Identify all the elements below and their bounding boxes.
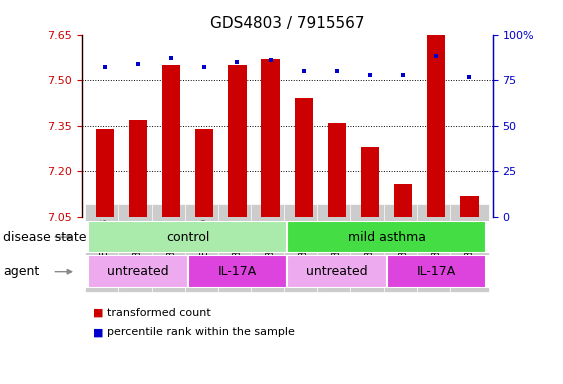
Point bbox=[200, 65, 209, 71]
Text: IL-17A: IL-17A bbox=[218, 265, 257, 278]
Bar bbox=[129, 120, 147, 217]
Point bbox=[432, 53, 441, 60]
Text: ■: ■ bbox=[93, 327, 104, 337]
Bar bbox=[361, 147, 379, 217]
Bar bbox=[328, 123, 346, 217]
Bar bbox=[287, 221, 486, 253]
Bar bbox=[88, 255, 187, 288]
Text: ■: ■ bbox=[93, 308, 104, 318]
Point bbox=[133, 61, 142, 67]
Text: disease state: disease state bbox=[3, 231, 86, 243]
Bar bbox=[187, 255, 287, 288]
Text: mild asthma: mild asthma bbox=[347, 231, 426, 243]
Bar bbox=[229, 65, 247, 217]
Bar bbox=[394, 184, 412, 217]
Bar bbox=[461, 196, 479, 217]
Point bbox=[167, 55, 176, 61]
Point bbox=[332, 68, 341, 74]
Text: untreated: untreated bbox=[306, 265, 368, 278]
Text: untreated: untreated bbox=[107, 265, 169, 278]
Text: control: control bbox=[166, 231, 209, 243]
Text: percentile rank within the sample: percentile rank within the sample bbox=[107, 327, 295, 337]
Point bbox=[299, 68, 308, 74]
Bar bbox=[88, 221, 287, 253]
Point bbox=[266, 57, 275, 63]
Title: GDS4803 / 7915567: GDS4803 / 7915567 bbox=[210, 16, 364, 31]
Bar bbox=[427, 35, 445, 217]
Bar bbox=[287, 255, 387, 288]
Bar bbox=[96, 129, 114, 217]
Point bbox=[365, 72, 374, 78]
Point bbox=[100, 65, 109, 71]
Point bbox=[465, 73, 474, 79]
Text: transformed count: transformed count bbox=[107, 308, 211, 318]
Bar bbox=[294, 98, 313, 217]
Bar bbox=[195, 129, 213, 217]
Bar bbox=[387, 255, 486, 288]
Point bbox=[399, 72, 408, 78]
Point bbox=[233, 59, 242, 65]
Bar bbox=[261, 59, 280, 217]
Text: agent: agent bbox=[3, 265, 39, 278]
Text: IL-17A: IL-17A bbox=[417, 265, 456, 278]
Bar bbox=[162, 65, 180, 217]
